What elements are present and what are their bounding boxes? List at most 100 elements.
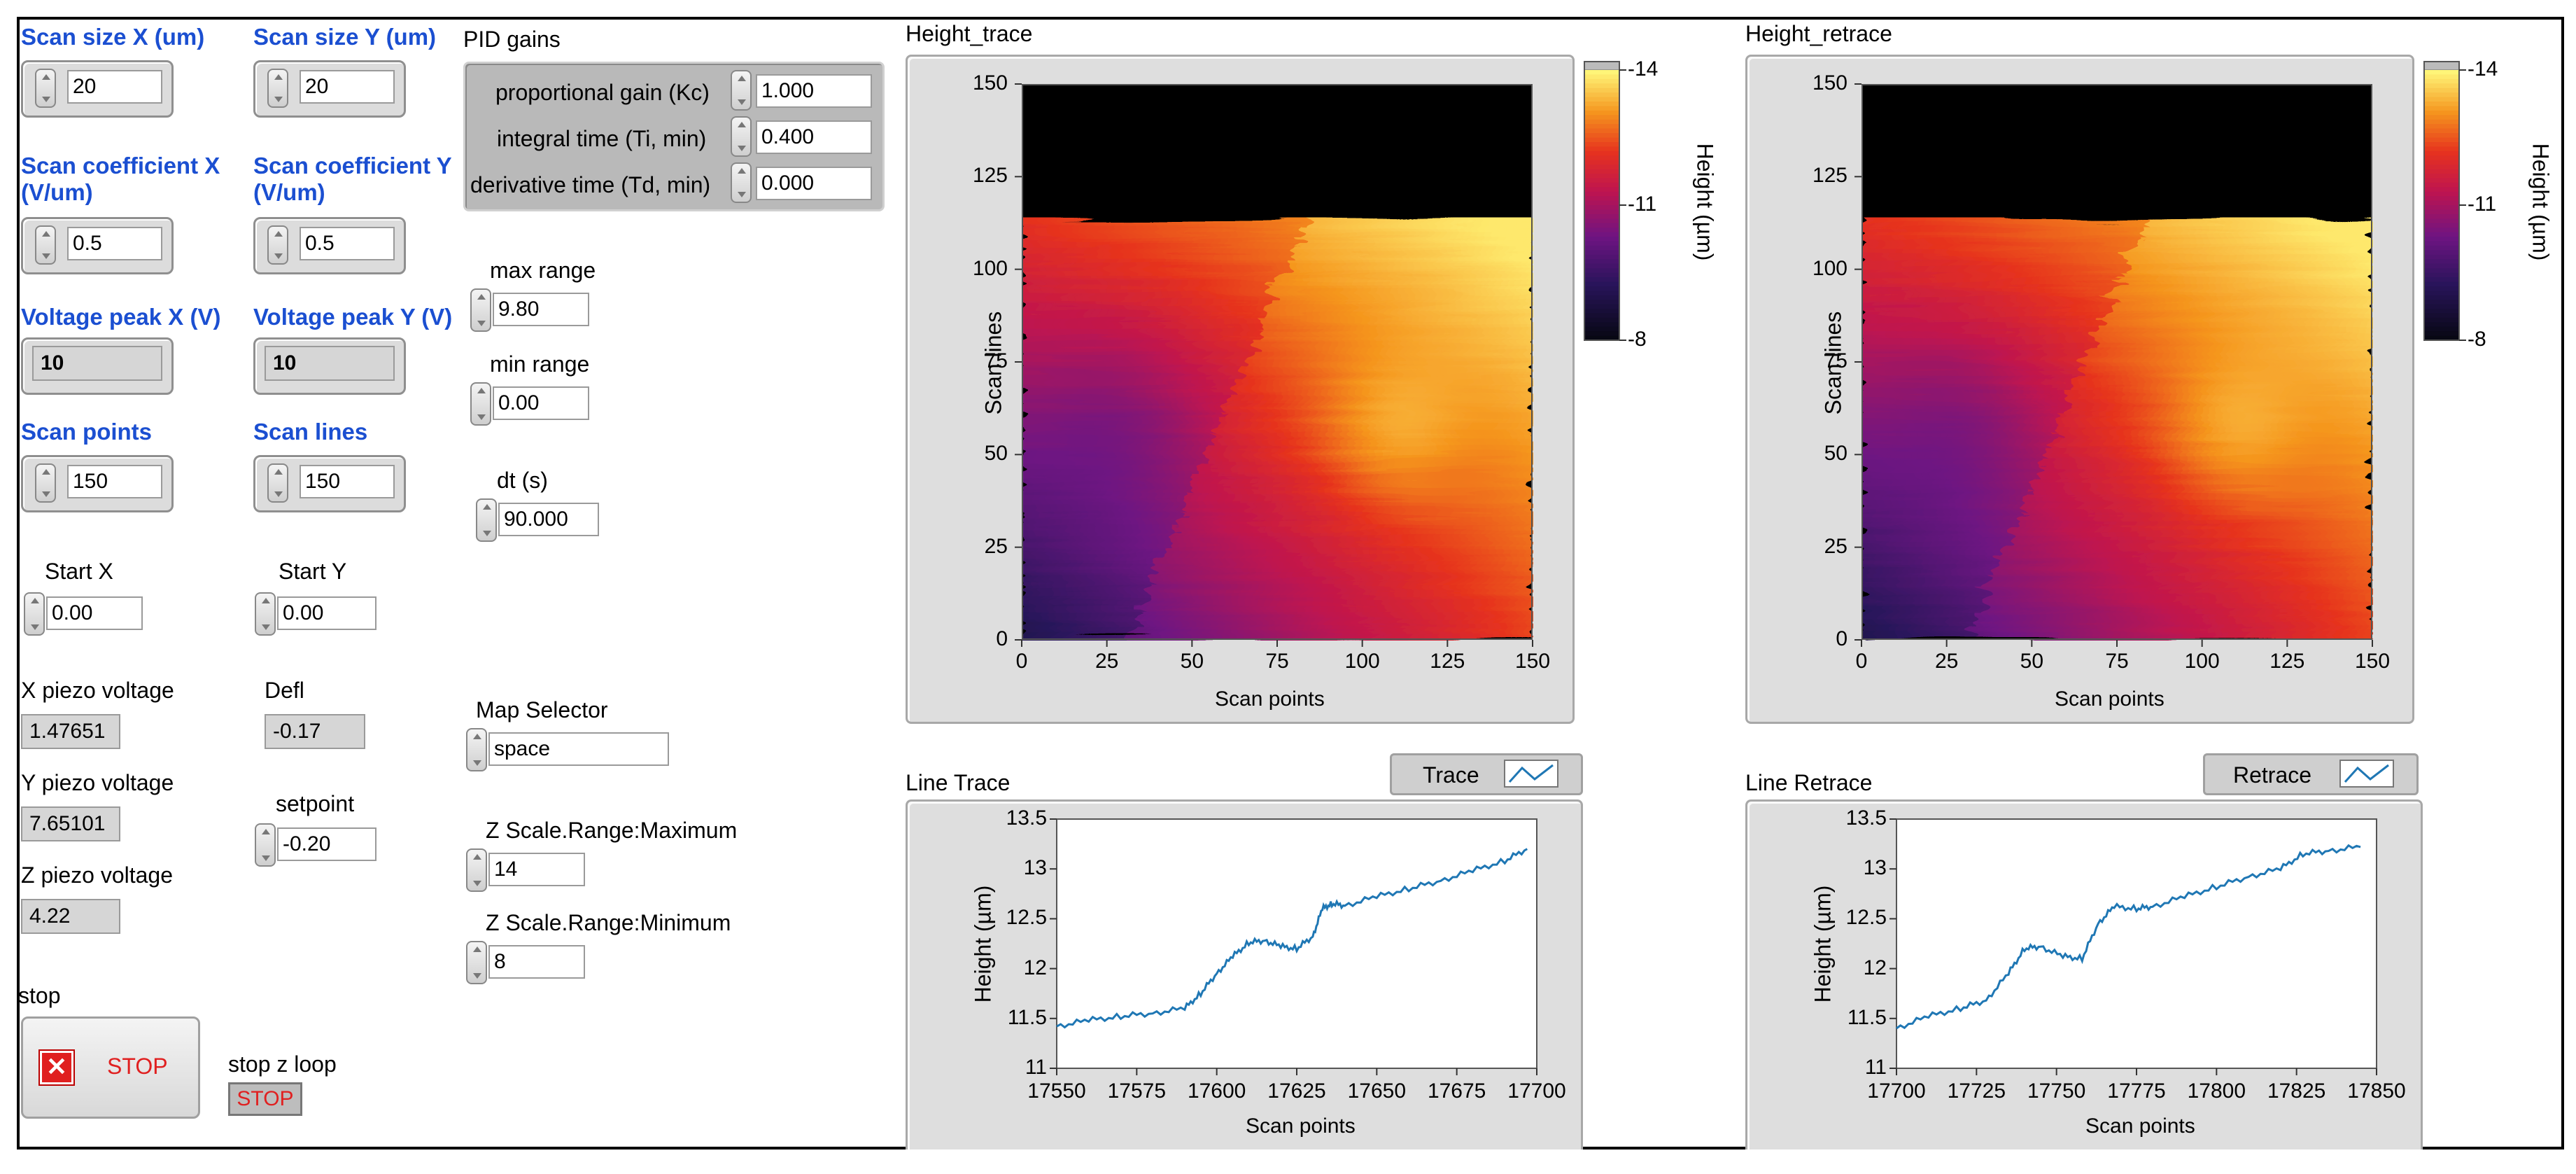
zmin-stepper[interactable] (466, 941, 487, 984)
heatmap-cell (1178, 447, 1186, 456)
heatmap-cell (1246, 432, 1254, 440)
max-range-input[interactable]: 9.80 (493, 293, 589, 326)
colorbar-segment (1584, 141, 1619, 147)
scan-points-input[interactable]: 150 (67, 465, 162, 498)
heatmap-cell (1103, 573, 1111, 582)
map-selector-stepper[interactable] (466, 728, 487, 771)
scan-size-y-stepper[interactable] (267, 69, 288, 108)
heatmap-cell (1130, 217, 1139, 225)
heatmap-cell (1212, 617, 1220, 626)
heatmap-cell (1349, 262, 1356, 270)
heatmap-cell (1307, 239, 1316, 248)
ti-stepper[interactable] (731, 116, 752, 157)
td-stepper[interactable] (731, 162, 752, 203)
heatmap-cell (1519, 262, 1526, 270)
setpoint-stepper[interactable] (255, 823, 276, 867)
heatmap-cell (1409, 284, 1418, 293)
heatmap-cell (1137, 573, 1145, 582)
heatmap-cell (1280, 225, 1288, 233)
kc-input[interactable]: 1.000 (756, 74, 872, 108)
heatmap-cell (2161, 262, 2169, 270)
heatmap-cell (1205, 558, 1213, 566)
heatmap-cell (1083, 617, 1091, 626)
stop-z-loop-button[interactable]: STOP (228, 1082, 302, 1116)
heatmap-cell (1464, 291, 1472, 300)
scan-size-x-input[interactable]: 20 (67, 70, 162, 104)
heatmap-cell (1498, 491, 1506, 500)
heatmap-cell (1437, 239, 1445, 248)
heatmap-cell (1526, 403, 1533, 411)
heatmap-cell (1097, 461, 1104, 470)
heatmap-cell (1382, 484, 1391, 493)
heatmap-cell (2011, 239, 2019, 248)
heatmap-cell (1376, 440, 1384, 448)
heatmap-cell (1321, 365, 1329, 374)
max-range-stepper[interactable] (470, 288, 491, 332)
min-range-input[interactable]: 0.00 (493, 386, 589, 420)
heatmap-cell (2025, 262, 2033, 270)
kc-stepper[interactable] (731, 70, 752, 111)
heatmap-cell (1369, 262, 1377, 270)
scan-size-x-stepper[interactable] (35, 69, 56, 108)
heatmap-cell (1144, 254, 1152, 263)
scan-coeff-y-input[interactable]: 0.5 (300, 227, 395, 260)
heatmap-cell (1307, 543, 1316, 552)
heatmap-cell (1205, 610, 1213, 619)
start-x-stepper[interactable] (24, 592, 45, 636)
heatmap-cell (1409, 558, 1418, 566)
heatmap-cell (1055, 632, 1064, 641)
heatmap-cell (1219, 610, 1227, 619)
heatmap-cell (1526, 580, 1533, 589)
heatmap-cell (1028, 314, 1036, 322)
colorbar-segment (1584, 169, 1619, 174)
heatmap-cell (1335, 395, 1343, 403)
dt-input[interactable]: 90.000 (498, 503, 599, 536)
heatmap-cell (2263, 217, 2271, 225)
scan-coeff-x-stepper[interactable] (35, 225, 56, 265)
heatmap-cell (1042, 610, 1050, 619)
heatmap-cell (1157, 395, 1166, 403)
heatmap-cell (1083, 573, 1091, 582)
heatmap-cell (2127, 232, 2135, 241)
zmax-stepper[interactable] (466, 848, 487, 892)
heatmap-cell (1103, 566, 1111, 574)
heatmap-cell (1328, 358, 1336, 367)
td-input[interactable]: 0.000 (756, 167, 872, 200)
stop-button[interactable]: ✕ STOP (21, 1016, 200, 1119)
scan-coeff-x-input[interactable]: 0.5 (67, 227, 162, 260)
heatmap-cell (1430, 454, 1438, 463)
heatmap-cell (1205, 395, 1213, 403)
heatmap-cell (1205, 254, 1213, 263)
start-y-stepper[interactable] (255, 592, 276, 636)
heatmap-cell (1471, 595, 1479, 603)
heatmap-cell (1457, 580, 1465, 589)
min-range-stepper[interactable] (470, 382, 491, 426)
heatmap-cell (1301, 521, 1309, 529)
scan-coeff-y-stepper[interactable] (267, 225, 288, 265)
zmin-input[interactable]: 8 (488, 945, 585, 979)
heatmap-cell (1042, 328, 1050, 337)
heatmap-cell (1491, 558, 1500, 566)
start-y-input[interactable]: 0.00 (277, 596, 376, 630)
scan-lines-input[interactable]: 150 (300, 465, 395, 498)
heatmap-cell (1164, 232, 1172, 241)
heatmap-cell (1150, 335, 1159, 344)
heatmap-cell (1062, 425, 1070, 433)
heatmap-cell (1205, 425, 1213, 433)
scan-lines-stepper[interactable] (267, 463, 288, 503)
scan-size-y-input[interactable]: 20 (300, 70, 395, 104)
setpoint-input[interactable]: -0.20 (277, 827, 376, 861)
heatmap-cell (1246, 417, 1254, 426)
ti-input[interactable]: 0.400 (756, 120, 872, 154)
heatmap-cell (2154, 232, 2162, 241)
heatmap-cell (2086, 239, 2094, 248)
scan-points-stepper[interactable] (35, 463, 56, 503)
start-x-input[interactable]: 0.00 (46, 596, 143, 630)
heatmap-cell (1342, 335, 1349, 344)
map-selector-input[interactable]: space (488, 732, 669, 766)
dt-stepper[interactable] (476, 498, 497, 542)
zmax-input[interactable]: 14 (488, 853, 585, 886)
heatmap-cell (1178, 380, 1186, 389)
heatmap-cell (1130, 587, 1139, 596)
heatmap-cell (1382, 595, 1391, 603)
